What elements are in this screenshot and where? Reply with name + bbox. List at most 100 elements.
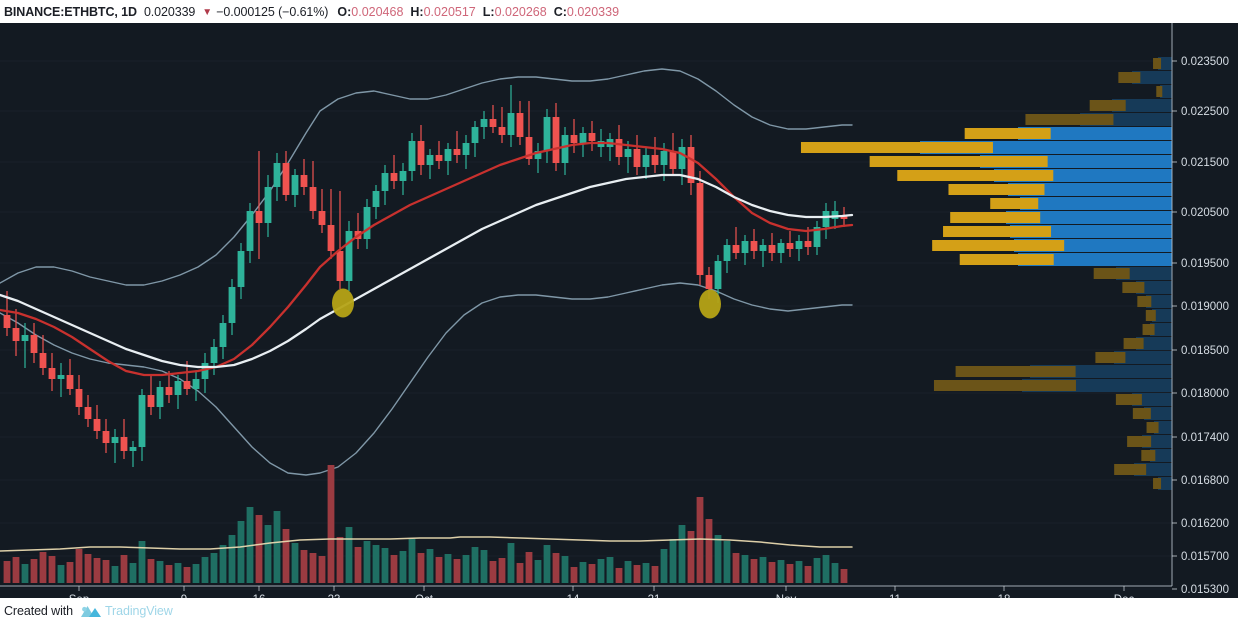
time-axis-label[interactable]: 21 [648,594,661,598]
candle-body[interactable] [786,243,794,249]
candle-body[interactable] [750,241,758,251]
candle-body[interactable] [336,251,344,281]
candle-body[interactable] [3,315,11,328]
candle-body[interactable] [183,381,191,389]
candle-body[interactable] [174,381,182,395]
time-axis-label[interactable]: 16 [253,594,266,598]
price-axis-label[interactable]: 0.023500 [1181,56,1229,68]
candle-body[interactable] [480,119,488,127]
candle-body[interactable] [759,245,767,251]
candle-body[interactable] [291,175,299,195]
candle-body[interactable] [552,117,560,163]
candle-body[interactable] [453,149,461,155]
candle-body[interactable] [138,395,146,447]
candlesticks-group[interactable] [3,85,848,467]
candle-body[interactable] [246,211,254,251]
time-axis-label[interactable]: 11 [889,594,901,598]
price-axis-label[interactable]: 0.021500 [1181,157,1229,169]
candle-body[interactable] [822,211,830,227]
candle-body[interactable] [624,149,632,157]
candle-body[interactable] [318,211,326,225]
candle-body[interactable] [723,245,731,261]
price-axis-group[interactable]: 0.023500 0.022500 0.021500 0.020500 0.019500… [1172,56,1229,598]
candle-body[interactable] [588,133,596,141]
candle-body[interactable] [273,163,281,187]
candle-body[interactable] [579,133,587,143]
candle-body[interactable] [660,151,668,165]
price-axis-label[interactable]: 0.022500 [1181,106,1229,118]
candle-body[interactable] [732,245,740,253]
candle-body[interactable] [84,407,92,419]
candle-body[interactable] [201,363,209,379]
candle-body[interactable] [633,149,641,167]
candle-body[interactable] [39,353,47,368]
price-axis-label[interactable]: 0.017400 [1181,432,1229,444]
candle-body[interactable] [516,113,524,137]
candle-body[interactable] [498,127,506,135]
candle-body[interactable] [417,141,425,165]
candle-body[interactable] [66,375,74,389]
time-axis-label[interactable]: Oct [415,594,434,598]
candle-body[interactable] [435,155,443,161]
candle-body[interactable] [696,183,704,275]
candle-body[interactable] [102,431,110,443]
candle-body[interactable] [282,163,290,195]
candle-body[interactable] [264,187,272,223]
time-axis-label[interactable]: 9 [181,594,187,598]
volume-profile-group[interactable] [800,57,1172,490]
candle-body[interactable] [390,173,398,181]
candle-body[interactable] [147,395,155,407]
candle-body[interactable] [255,211,263,223]
candle-body[interactable] [669,151,677,169]
candle-body[interactable] [489,119,497,127]
signal-markers-group[interactable] [332,288,721,319]
candle-body[interactable] [462,143,470,155]
candle-body[interactable] [534,151,542,159]
candle-body[interactable] [804,241,812,247]
sell-signal-marker[interactable] [332,288,354,318]
symbol-label[interactable]: BINANCE:ETHBTC, 1D [4,4,137,19]
candle-body[interactable] [678,147,686,169]
candle-body[interactable] [165,387,173,395]
candle-body[interactable] [93,419,101,431]
candle-body[interactable] [210,347,218,363]
candle-body[interactable] [228,287,236,323]
time-axis-label[interactable]: Nov [776,594,797,598]
candle-body[interactable] [543,117,551,151]
candle-body[interactable] [372,191,380,207]
candle-body[interactable] [705,275,713,289]
candle-body[interactable] [12,328,20,341]
candle-body[interactable] [795,241,803,249]
price-axis-label[interactable]: 0.019000 [1181,301,1229,313]
candle-body[interactable] [237,251,245,287]
candle-body[interactable] [120,437,128,451]
candle-body[interactable] [219,323,227,347]
price-axis-label[interactable]: 0.019500 [1181,258,1229,270]
candle-body[interactable] [300,175,308,187]
candle-body[interactable] [399,171,407,181]
chart-canvas[interactable]: 0.023500 0.022500 0.021500 0.020500 0.019500… [0,23,1238,598]
price-axis-label[interactable]: 0.016800 [1181,475,1229,487]
candle-body[interactable] [561,135,569,163]
time-axis-label[interactable]: 23 [328,594,341,598]
candle-body[interactable] [813,227,821,247]
price-axis-label[interactable]: 0.018000 [1181,388,1229,400]
price-axis-label[interactable]: 0.018500 [1181,345,1229,357]
candle-body[interactable] [192,379,200,389]
candle-body[interactable] [525,137,533,159]
candle-body[interactable] [129,447,137,451]
price-axis-label[interactable]: 0.016200 [1181,518,1229,530]
candle-body[interactable] [444,149,452,161]
candle-body[interactable] [831,211,839,219]
candle-body[interactable] [156,387,164,407]
candle-body[interactable] [75,389,83,407]
candle-body[interactable] [687,147,695,183]
candle-body[interactable] [30,335,38,353]
candle-body[interactable] [471,127,479,143]
time-axis-label[interactable]: Dec [1114,594,1135,598]
candle-body[interactable] [309,187,317,211]
candle-body[interactable] [57,375,65,379]
sell-signal-marker[interactable] [699,289,721,319]
candle-body[interactable] [615,139,623,157]
candle-body[interactable] [426,155,434,165]
